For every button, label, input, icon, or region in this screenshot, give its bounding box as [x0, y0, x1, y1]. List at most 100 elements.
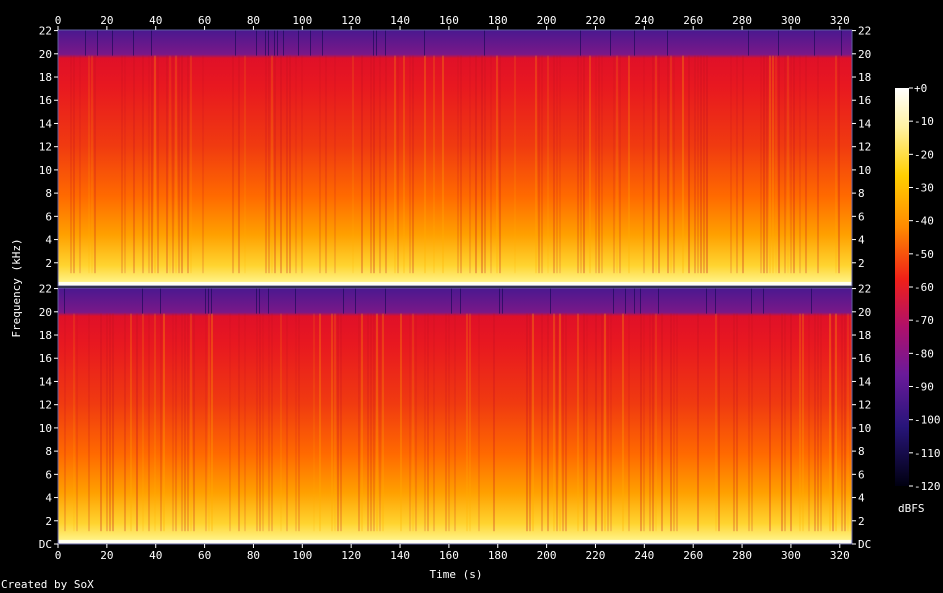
texture-stripe [409, 55, 411, 274]
texture-stripe [763, 288, 764, 314]
dc-band [58, 282, 852, 286]
y-tick-label-right: 22 [858, 283, 871, 296]
texture-stripe [502, 288, 503, 314]
colorbar-tick-label: -30 [914, 182, 934, 195]
x-tick-label-top: 60 [198, 14, 211, 27]
y-tick-label: 18 [39, 329, 52, 342]
texture-stripe [832, 313, 834, 532]
texture-stripe [697, 55, 699, 274]
texture-stripe [100, 313, 102, 532]
texture-stripe [358, 313, 360, 532]
dc-band [58, 540, 852, 544]
texture-stripe [337, 313, 339, 532]
texture-stripe [778, 55, 780, 274]
texture-stripe [322, 30, 323, 56]
texture-stripe [112, 313, 114, 532]
texture-stripe [583, 313, 585, 532]
y-tick-label: 12 [39, 141, 52, 154]
texture-stripe [412, 313, 414, 532]
texture-stripe [379, 313, 381, 532]
texture-stripe [271, 55, 273, 274]
texture-stripe [751, 288, 752, 314]
texture-stripe [373, 30, 374, 56]
texture-stripe [769, 313, 771, 532]
texture-stripe [343, 288, 344, 314]
texture-stripe [634, 288, 635, 314]
y-tick-label: 16 [39, 352, 52, 365]
y-tick-label: 2 [45, 515, 52, 528]
texture-stripe [373, 313, 375, 532]
texture-stripe [424, 30, 425, 56]
x-tick-label-bottom: 120 [341, 549, 361, 562]
x-tick-label-bottom: 320 [830, 549, 850, 562]
texture-stripe [499, 55, 501, 274]
y-tick-label-right: 6 [858, 468, 865, 481]
x-tick-label-top: 220 [586, 14, 606, 27]
y-tick-label-right: 20 [858, 306, 871, 319]
texture-stripe [607, 313, 609, 532]
texture-stripe [466, 313, 468, 532]
texture-stripe [331, 313, 333, 532]
x-tick-label-top: 180 [488, 14, 508, 27]
texture-stripe [610, 30, 611, 56]
spectrogram-panel [58, 288, 852, 544]
texture-stripe [799, 313, 801, 532]
y-tick-label: 8 [45, 187, 52, 200]
texture-stripe [286, 313, 288, 532]
texture-stripe [841, 313, 843, 532]
texture-stripe [379, 55, 381, 274]
texture-stripe [424, 313, 426, 532]
y-tick-label-right: 4 [858, 234, 865, 247]
texture-stripe [610, 313, 612, 532]
texture-stripe [289, 55, 291, 274]
y-tick-label-right: 6 [858, 210, 865, 223]
y-tick-label-right: 22 [858, 25, 871, 38]
colorbar-tick-label: -20 [914, 148, 934, 161]
x-tick-label-top: 300 [781, 14, 801, 27]
texture-stripe [94, 55, 96, 274]
y-tick-label-right: 10 [858, 422, 871, 435]
texture-stripe [415, 313, 417, 532]
y-tick-label-right: 12 [858, 399, 871, 412]
texture-stripe [601, 313, 603, 532]
texture-stripe [673, 55, 675, 274]
texture-stripe [280, 55, 282, 274]
texture-stripe [295, 55, 297, 274]
texture-stripe [682, 55, 684, 274]
texture-stripe [553, 313, 555, 532]
texture-stripe [790, 55, 792, 274]
texture-stripe [613, 55, 615, 274]
y-tick-label-right: 18 [858, 329, 871, 342]
texture-stripe [355, 288, 356, 314]
texture-stripe [766, 55, 768, 274]
texture-stripe [319, 313, 321, 532]
texture-stripe [400, 313, 402, 532]
texture-stripe [361, 55, 363, 274]
texture-stripe [778, 30, 779, 56]
texture-stripe [787, 55, 789, 274]
x-tick-label-bottom: 220 [586, 549, 606, 562]
colorbar-tick-label: -40 [914, 215, 934, 228]
y-tick-label: 12 [39, 399, 52, 412]
texture-stripe [133, 55, 135, 274]
x-tick-label-bottom: 0 [55, 549, 62, 562]
texture-stripe [658, 55, 660, 274]
texture-stripe [694, 55, 696, 274]
texture-stripe [64, 288, 65, 314]
texture-stripe [298, 30, 299, 56]
texture-stripe [88, 313, 90, 532]
y-tick-label: 14 [39, 375, 53, 388]
texture-stripe [277, 30, 278, 56]
x-tick-label-top: 20 [100, 14, 113, 27]
colorbar-label: dBFS [898, 502, 925, 515]
texture-stripe [706, 288, 707, 314]
texture-stripe [829, 313, 831, 532]
texture-stripe [268, 288, 269, 314]
texture-stripe [190, 313, 192, 532]
texture-stripe [847, 313, 849, 532]
texture-stripe [451, 288, 452, 314]
texture-stripe [742, 55, 744, 274]
x-tick-label-top: 140 [390, 14, 410, 27]
texture-stripe [205, 288, 206, 314]
